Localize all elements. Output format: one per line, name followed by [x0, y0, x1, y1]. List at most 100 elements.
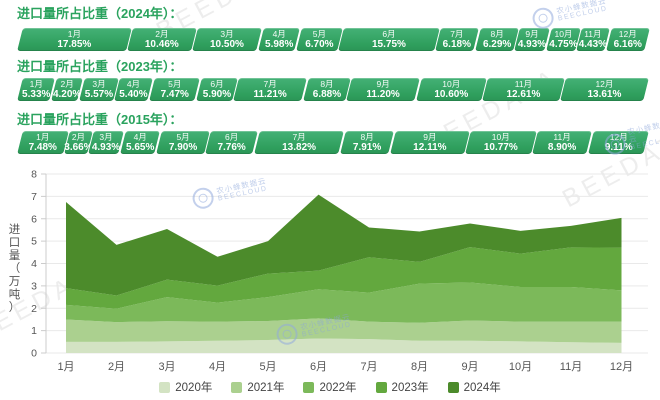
x-tick-label-2月: 2月: [108, 361, 125, 373]
share-segment-6月[interactable]: 6月 15.75%: [338, 28, 440, 51]
share-segment-content: 7月 13.82%: [257, 131, 341, 154]
share-segment-7月[interactable]: 7月 13.82%: [254, 131, 345, 154]
share-segment-12月[interactable]: 12月 9.11%: [587, 131, 649, 154]
watermark-brand-cn: 农小蜂数据云: [555, 0, 608, 16]
share-bar-2015: 1月 7.48% 2月 3.66% 3月 4.93% 4月 5.65% 5月 7.90% 6月 7.7…: [17, 131, 649, 154]
segment-percent-label: 6.88%: [312, 89, 341, 100]
y-axis-title-char: 量: [8, 250, 21, 262]
share-segment-content: 2月 3.66%: [64, 131, 92, 154]
share-segment-4月[interactable]: 4月 5.98%: [257, 28, 301, 51]
share-segment-6月[interactable]: 6月 5.90%: [195, 78, 238, 101]
watermark-logo: 农小蜂数据云 BEECLOUD: [530, 0, 610, 31]
segment-month-label: 9月: [376, 79, 390, 89]
segment-month-label: 10月: [442, 79, 461, 89]
legend-swatch: [159, 381, 171, 393]
share-segment-9月[interactable]: 9月 12.11%: [389, 131, 470, 154]
share-segment-3月[interactable]: 3月 5.57%: [78, 78, 119, 101]
segment-percent-label: 12.11%: [412, 142, 447, 153]
segment-month-label: 10月: [491, 132, 510, 142]
share-title-2023: 进口量所占比重（2023年）：: [17, 59, 183, 74]
share-segment-2月[interactable]: 2月 4.20%: [51, 78, 84, 101]
y-axis-title-char: 进: [8, 224, 21, 236]
segment-month-label: 12月: [595, 79, 614, 89]
share-segment-9月[interactable]: 9月 4.93%: [514, 28, 551, 51]
share-segment-6月[interactable]: 6月 7.76%: [205, 131, 259, 154]
y-tick-label-3: 3: [31, 280, 37, 292]
share-segment-5月[interactable]: 5月 7.90%: [155, 131, 210, 154]
segment-month-label: 5月: [312, 29, 326, 39]
share-segment-11月[interactable]: 11月 12.61%: [481, 78, 565, 101]
share-segment-3月[interactable]: 3月 10.50%: [192, 28, 263, 51]
share-segment-content: 8月 7.91%: [343, 131, 391, 154]
y-axis-title-char: 万: [8, 276, 21, 288]
share-segment-content: 9月 12.11%: [393, 131, 467, 154]
legend-item-2020年[interactable]: 2020年: [159, 379, 212, 395]
segment-month-label: 8月: [490, 29, 504, 39]
share-segment-content: 4月 5.98%: [261, 28, 297, 51]
legend-swatch: [375, 381, 387, 393]
share-segment-8月[interactable]: 8月 7.91%: [340, 131, 394, 154]
x-tick-label-11月: 11月: [560, 361, 582, 373]
x-tick-label-5月: 5月: [259, 361, 276, 373]
area-series-2023年[interactable]: [66, 247, 622, 309]
share-segment-12月[interactable]: 12月 13.61%: [560, 78, 649, 101]
segment-month-label: 1月: [36, 132, 50, 142]
legend-item-2021年[interactable]: 2021年: [231, 379, 284, 395]
segment-month-label: 11月: [553, 132, 571, 142]
share-segment-9月[interactable]: 9月 11.20%: [346, 78, 421, 101]
share-segment-4月[interactable]: 4月 5.65%: [120, 131, 161, 154]
legend-item-2022年[interactable]: 2022年: [303, 379, 357, 395]
segment-percent-label: 5.57%: [84, 89, 113, 100]
share-segment-7月[interactable]: 7月 6.18%: [435, 28, 479, 51]
share-segment-content: 12月 9.11%: [591, 131, 646, 154]
share-segment-1月[interactable]: 1月 17.85%: [17, 28, 132, 51]
share-segment-10月[interactable]: 10月 10.77%: [464, 131, 537, 154]
share-title-2015: 进口量所占比重（2015年）：: [17, 112, 183, 127]
segment-month-label: 3月: [220, 29, 234, 39]
share-segment-content: 7月 11.21%: [236, 78, 304, 101]
bee-logo-icon: [530, 5, 556, 31]
share-segment-content: 6月 7.76%: [208, 131, 255, 154]
segment-percent-label: 13.82%: [282, 142, 317, 153]
share-segment-8月[interactable]: 8月 6.29%: [474, 28, 519, 51]
segment-percent-label: 4.93%: [518, 39, 547, 50]
segment-percent-label: 5.65%: [125, 142, 155, 153]
segment-percent-label: 15.75%: [371, 39, 406, 50]
share-segment-7月[interactable]: 7月 11.21%: [233, 78, 308, 101]
segment-month-label: 6月: [382, 29, 396, 39]
y-axis-title-char: 口: [8, 237, 21, 249]
segment-percent-label: 7.91%: [352, 142, 382, 153]
share-segment-3月[interactable]: 3月 4.93%: [88, 131, 125, 154]
segment-percent-label: 4.43%: [578, 39, 608, 50]
share-segment-5月[interactable]: 5月 6.70%: [295, 28, 343, 51]
share-segment-10月[interactable]: 10月 10.60%: [415, 78, 487, 101]
share-segment-11月[interactable]: 11月 4.43%: [576, 28, 610, 51]
share-segment-content: 7月 6.18%: [438, 28, 476, 51]
area-series-2022年[interactable]: [66, 282, 622, 323]
area-series-2024年[interactable]: [66, 194, 622, 296]
share-segment-12月[interactable]: 12月 6.16%: [605, 28, 649, 51]
share-segment-2月[interactable]: 2月 10.46%: [127, 28, 197, 51]
y-tick-label-0: 0: [31, 348, 37, 360]
share-title-2024: 进口量所占比重（2024年）：: [17, 6, 183, 21]
chart-legend: 2020年 2021年 2022年 2023年 2024年: [0, 379, 660, 395]
legend-item-2023年[interactable]: 2023年: [375, 379, 429, 395]
segment-percent-label: 12.61%: [506, 89, 541, 100]
share-segment-1月[interactable]: 1月 7.48%: [17, 131, 69, 154]
area-series-2020年[interactable]: [66, 338, 622, 353]
segment-month-label: 4月: [133, 132, 147, 142]
segment-percent-label: 6.70%: [304, 39, 334, 50]
share-segment-10月[interactable]: 10月 4.75%: [545, 28, 581, 51]
share-segment-1月[interactable]: 1月 5.33%: [17, 78, 56, 101]
y-tick-label-1: 1: [31, 325, 37, 337]
segment-percent-label: 7.76%: [217, 142, 247, 153]
y-tick-label-6: 6: [31, 213, 37, 225]
area-series-2021年[interactable]: [66, 318, 622, 343]
legend-item-2024年[interactable]: 2024年: [447, 379, 501, 395]
share-segment-11月[interactable]: 11月 8.90%: [531, 131, 592, 154]
segment-percent-label: 4.93%: [92, 142, 121, 153]
segment-month-label: 12月: [618, 29, 637, 39]
share-segment-8月[interactable]: 8月 6.88%: [302, 78, 351, 101]
share-segment-4月[interactable]: 4月 5.40%: [114, 78, 153, 101]
share-segment-5月[interactable]: 5月 7.47%: [148, 78, 200, 101]
